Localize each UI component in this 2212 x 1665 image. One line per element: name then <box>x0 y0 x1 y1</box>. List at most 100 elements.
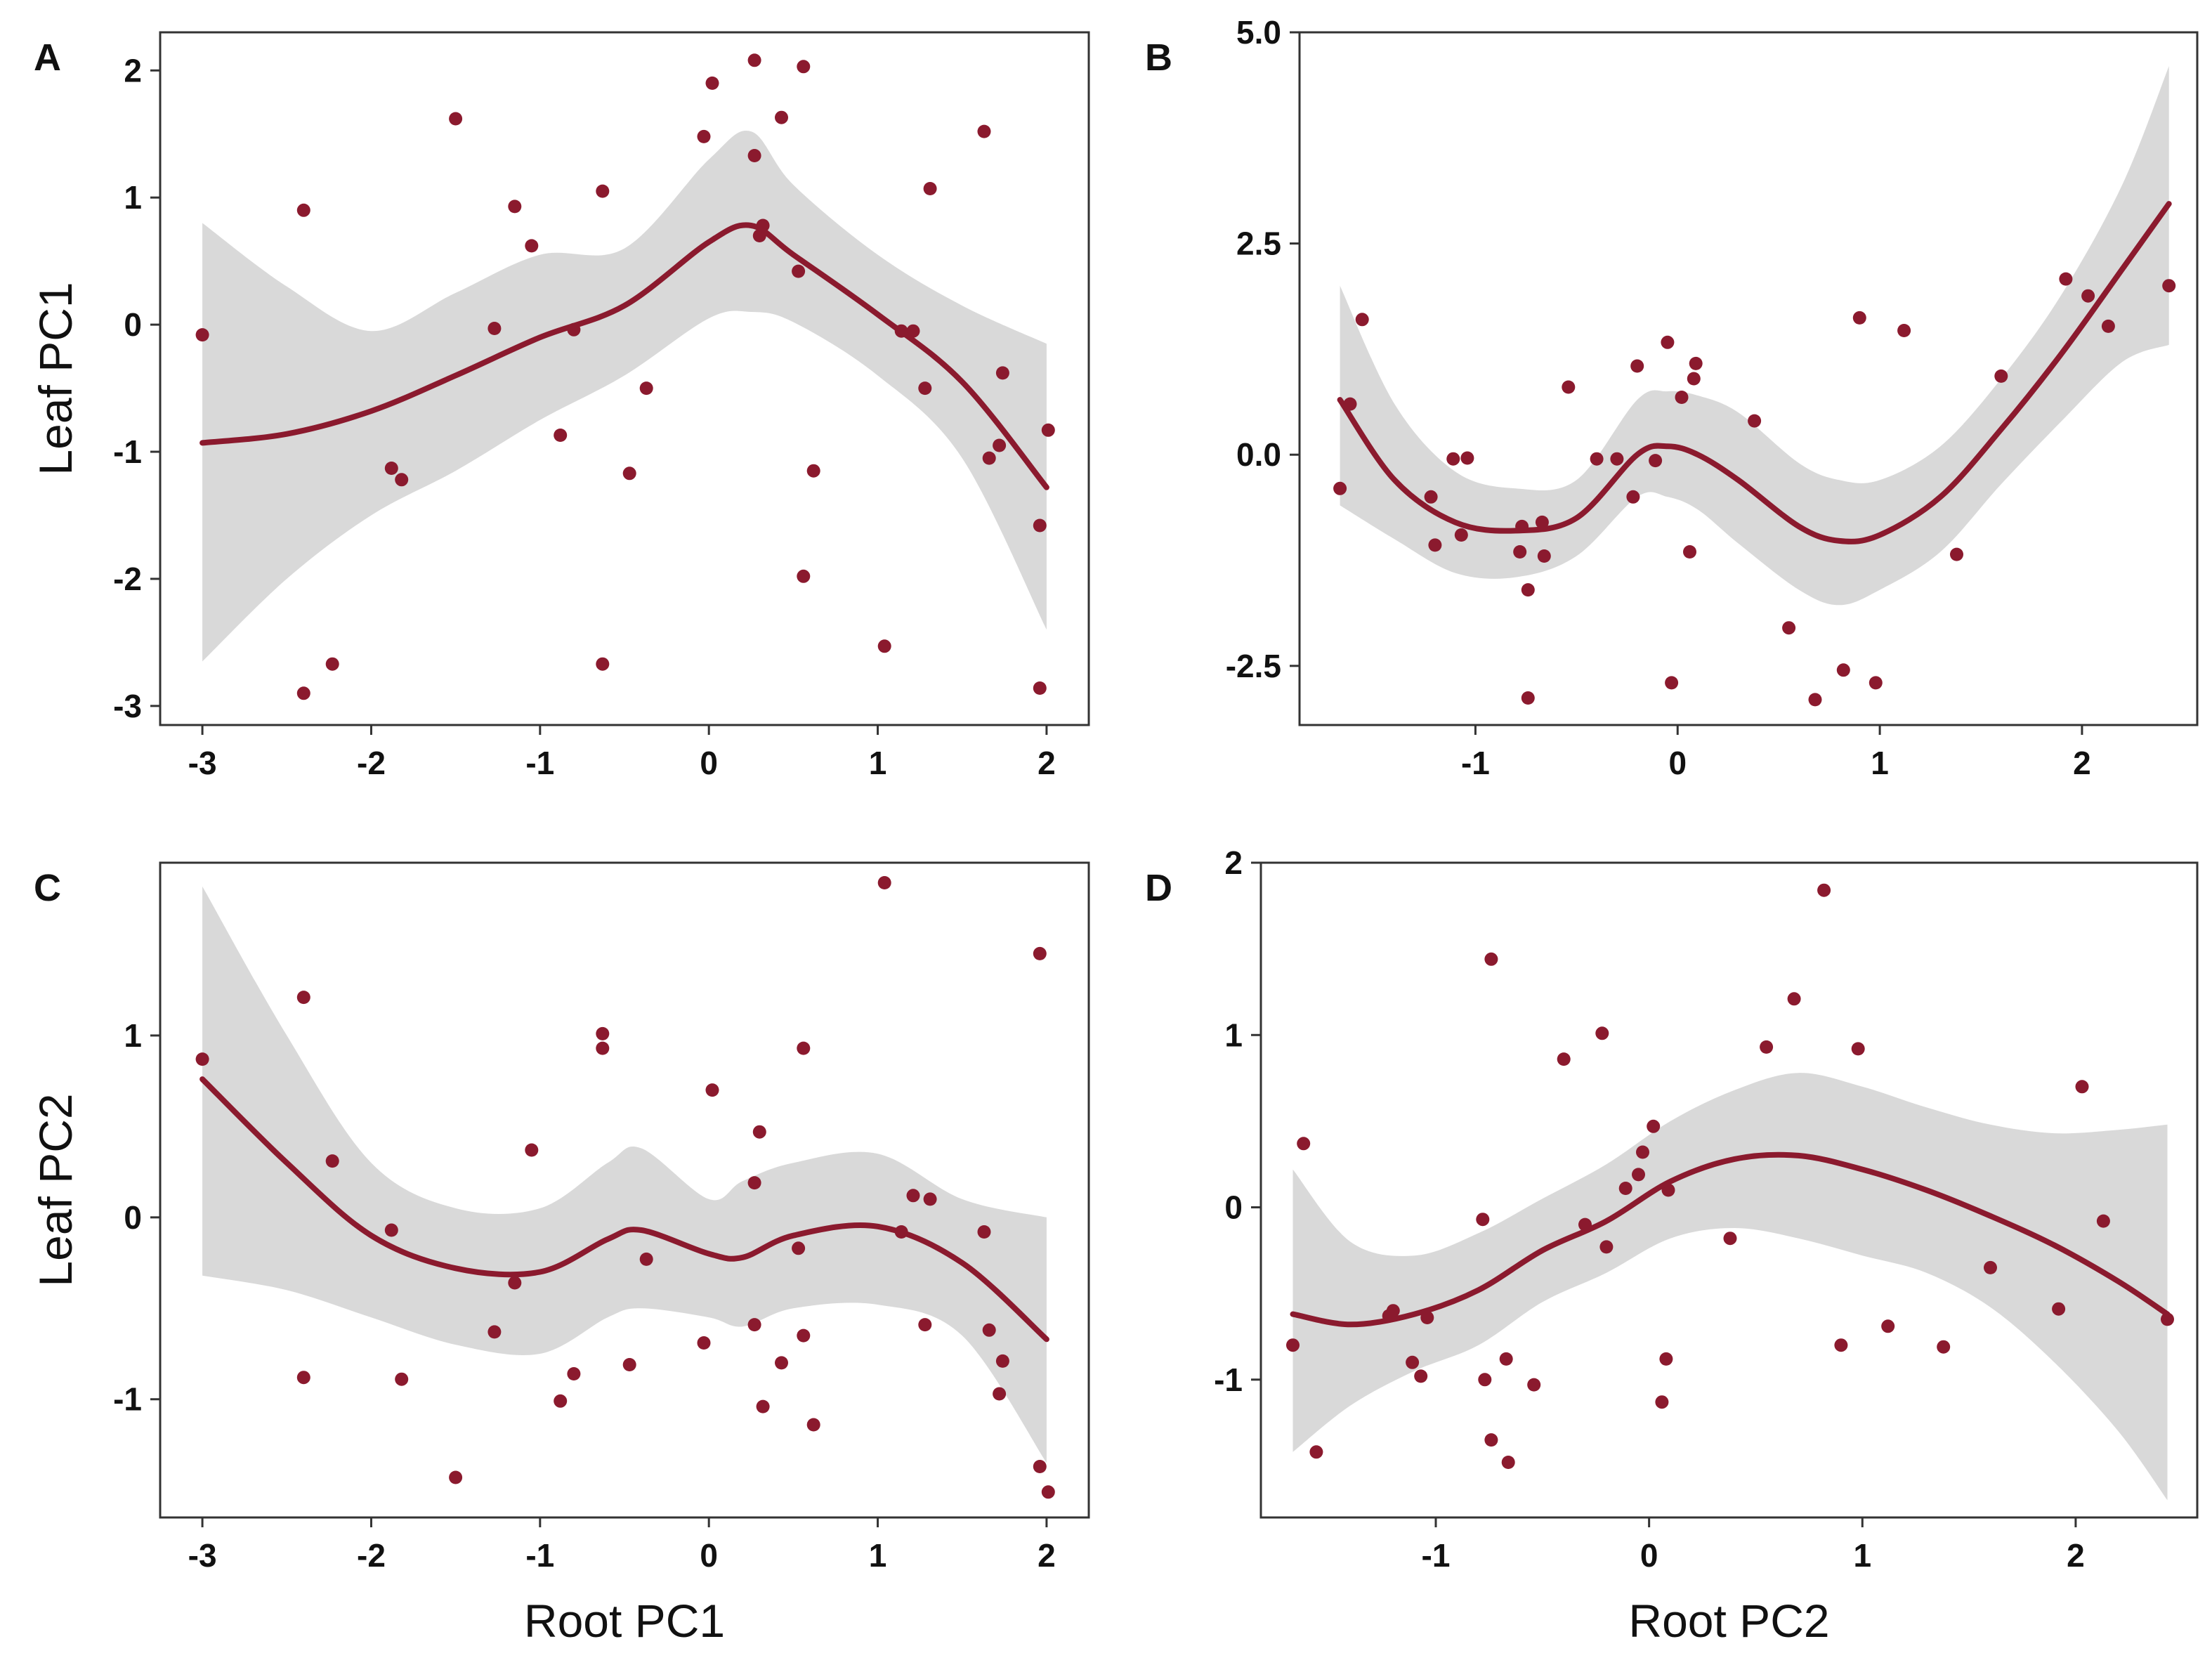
y-tick-label: -1 <box>113 1381 142 1418</box>
data-point <box>622 466 636 481</box>
data-point <box>1630 359 1644 373</box>
data-point <box>918 381 932 396</box>
y-tick-label: 1 <box>124 179 142 216</box>
x-axis-title-d: Root PC2 <box>1628 1595 1829 1647</box>
data-point <box>1478 1373 1492 1387</box>
x-tick-label: -3 <box>188 745 217 781</box>
data-point <box>1309 1445 1323 1459</box>
panel-label-b: B <box>1145 37 1172 79</box>
y-tick-label: 0 <box>124 306 142 343</box>
data-point <box>1787 992 1801 1006</box>
data-point <box>1782 621 1796 635</box>
data-point <box>325 657 339 671</box>
data-point <box>1881 1319 1895 1333</box>
data-point <box>977 1225 991 1239</box>
y-axis-title-a: Leaf PC1 <box>30 282 81 475</box>
y-tick-label: 2 <box>124 52 142 89</box>
data-point <box>1562 380 1576 394</box>
data-point <box>1836 663 1850 677</box>
data-point <box>1665 676 1679 690</box>
data-point <box>1636 1145 1649 1159</box>
y-tick-label: 1 <box>124 1017 142 1054</box>
x-tick-label: 0 <box>700 745 718 781</box>
plot-frame-d <box>1259 861 2199 1519</box>
data-point <box>1333 481 1347 495</box>
data-point <box>2052 1302 2066 1316</box>
confidence-band-d <box>1292 1073 2168 1501</box>
data-point <box>1834 1338 1848 1352</box>
data-point <box>1647 1119 1661 1133</box>
data-point <box>1675 391 1689 404</box>
data-point <box>1521 691 1535 705</box>
data-point <box>1723 1232 1737 1246</box>
data-point <box>1499 1352 1513 1366</box>
y-tick-label: 0 <box>1224 1189 1243 1226</box>
y-tick-label: 5.0 <box>1236 14 1281 51</box>
y-tick-label: -1 <box>113 433 142 470</box>
data-point <box>384 462 398 475</box>
data-point <box>2081 289 2095 303</box>
data-point <box>508 200 522 214</box>
x-tick-label: -1 <box>525 745 554 781</box>
confidence-band-c <box>202 886 1047 1463</box>
data-point <box>1424 490 1438 504</box>
confidence-band-a <box>202 130 1047 662</box>
y-tick-label: 0 <box>124 1199 142 1236</box>
data-point <box>756 1399 770 1413</box>
data-point <box>449 112 463 126</box>
data-point <box>1446 452 1460 466</box>
fit-line-b <box>1337 201 2172 544</box>
data-point <box>877 639 891 653</box>
data-point <box>697 129 711 143</box>
data-point <box>797 60 811 74</box>
data-point <box>596 657 610 671</box>
x-tick-label: -1 <box>1461 745 1490 781</box>
data-point <box>697 1336 711 1350</box>
data-point <box>1041 423 1055 437</box>
data-point <box>395 473 409 487</box>
data-point <box>1484 952 1498 966</box>
data-point <box>806 1418 820 1432</box>
data-point <box>195 328 209 342</box>
data-point <box>2075 1080 2089 1094</box>
data-point <box>1661 335 1675 349</box>
data-point <box>1454 528 1468 542</box>
data-point <box>596 1026 610 1040</box>
data-point <box>487 322 502 335</box>
data-point <box>1537 549 1551 563</box>
data-point <box>1632 1168 1645 1182</box>
confidence-band-b <box>1340 66 2169 606</box>
data-point <box>1852 311 1866 325</box>
data-point <box>705 76 719 90</box>
panel-c: -3 -2 -1 0 1 2 -1 0 1 C Leaf PC2 Root PC1 <box>30 861 1090 1647</box>
data-point <box>1033 681 1047 695</box>
data-point <box>797 1328 811 1343</box>
data-point <box>639 381 653 396</box>
panel-label-c: C <box>34 867 61 909</box>
data-point <box>1683 545 1696 559</box>
data-point <box>2161 1312 2174 1326</box>
x-tick-label: -1 <box>1422 1537 1451 1574</box>
fit-line-a <box>199 222 1049 490</box>
data-point <box>1460 451 1474 465</box>
panel-label-a: A <box>34 37 61 79</box>
data-point <box>1689 356 1703 370</box>
data-point <box>1950 547 1963 561</box>
data-point <box>1760 1040 1774 1054</box>
data-point <box>1297 1137 1311 1151</box>
data-point <box>995 1354 1009 1368</box>
data-point <box>806 464 820 478</box>
data-point <box>982 451 996 465</box>
data-point <box>296 1371 310 1385</box>
data-point <box>1590 452 1604 466</box>
data-point <box>1659 1352 1673 1366</box>
data-point <box>993 1387 1007 1401</box>
data-point <box>1994 369 2008 383</box>
y-tick-label: -2.5 <box>1226 648 1281 684</box>
plot-frame-b <box>1298 31 2199 726</box>
data-point <box>2059 272 2073 286</box>
data-point <box>1626 490 1640 504</box>
data-point <box>906 324 920 338</box>
data-point <box>508 1276 522 1290</box>
